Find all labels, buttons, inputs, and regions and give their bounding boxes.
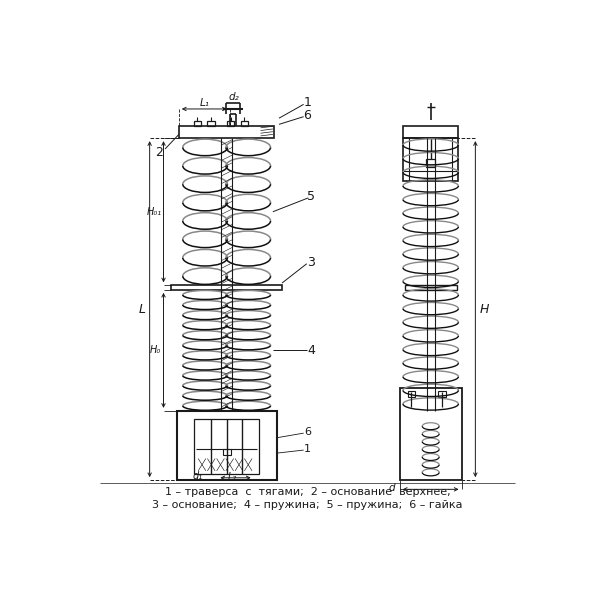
Text: 5: 5 (307, 190, 316, 203)
Text: d₁: d₁ (193, 471, 202, 481)
Text: 1 – траверса  с  тягами;  2 – основание  верхнее;: 1 – траверса с тягами; 2 – основание вер… (164, 487, 451, 497)
Bar (400, 388, 461, 480)
Text: L: L (139, 302, 145, 316)
Bar (176, 411, 277, 480)
Bar (403, 126, 458, 138)
Bar (171, 284, 282, 290)
Bar (407, 391, 415, 397)
Text: 4: 4 (307, 344, 315, 357)
Text: L₂: L₂ (228, 472, 238, 482)
Bar (194, 121, 201, 126)
Bar (426, 159, 436, 167)
Bar (208, 121, 215, 126)
Text: 3: 3 (307, 256, 315, 269)
Bar (439, 391, 446, 397)
Text: 1: 1 (304, 96, 311, 109)
Text: L₁: L₁ (199, 98, 209, 108)
Bar (194, 419, 259, 474)
Bar (223, 449, 230, 455)
Text: 6: 6 (304, 109, 311, 122)
Bar (403, 138, 458, 181)
Text: H₀₁: H₀₁ (147, 207, 162, 217)
Text: 6: 6 (304, 427, 311, 437)
Text: 3 – основание;  4 – пружина;  5 – пружина;  6 – гайка: 3 – основание; 4 – пружина; 5 – пружина;… (152, 500, 463, 510)
Text: 2: 2 (155, 146, 163, 158)
Text: H: H (480, 302, 489, 316)
Bar (241, 121, 248, 126)
Bar (179, 126, 274, 138)
Bar (227, 121, 235, 126)
Text: 1: 1 (304, 444, 311, 454)
Text: H₀: H₀ (149, 346, 161, 355)
Text: d: d (389, 483, 395, 493)
Text: d₂: d₂ (229, 92, 240, 101)
Bar (404, 284, 457, 290)
